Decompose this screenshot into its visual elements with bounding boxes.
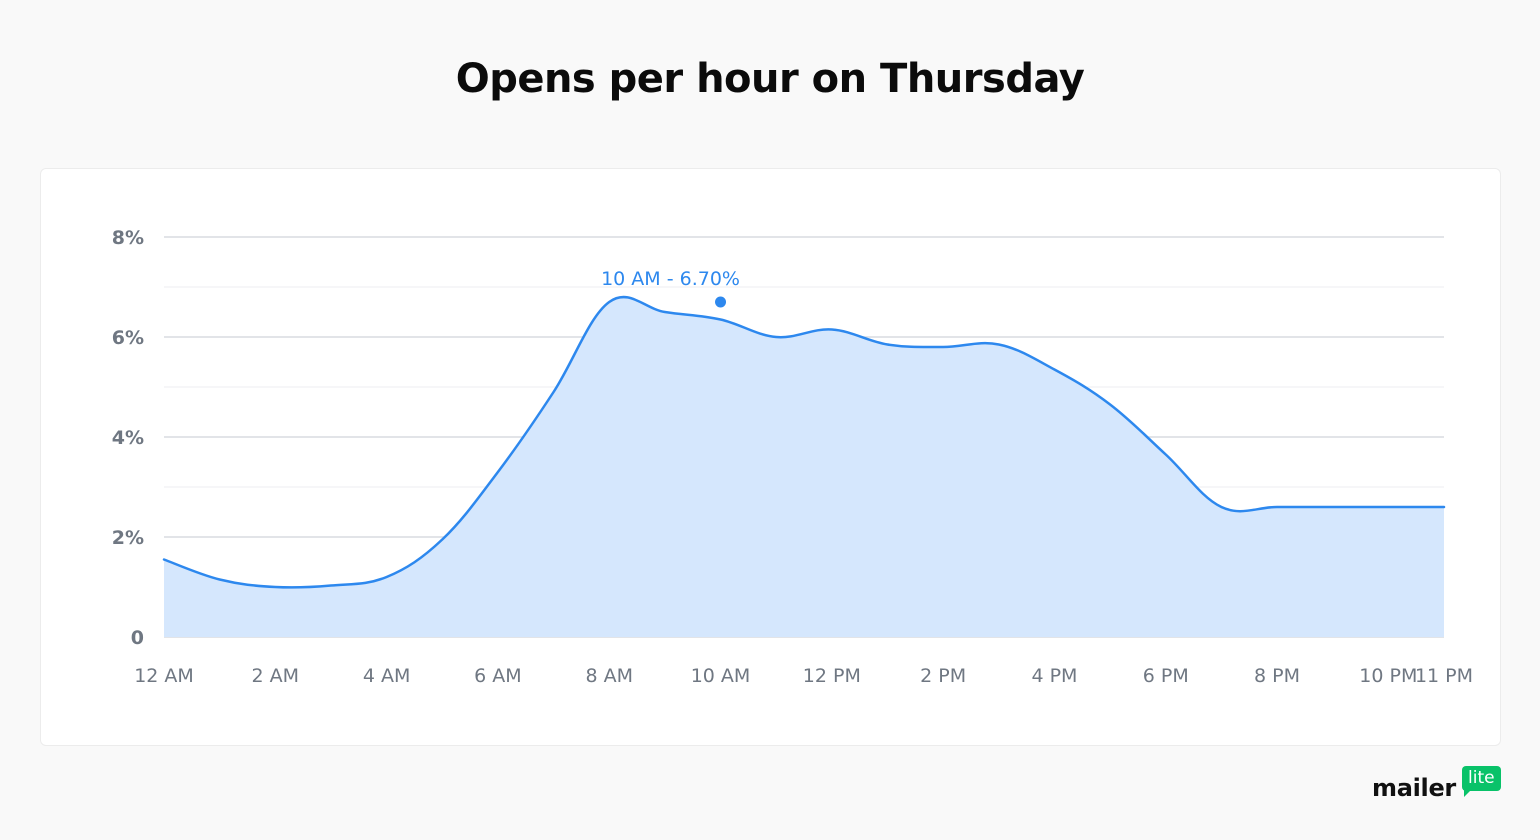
page-title: Opens per hour on Thursday (455, 56, 1085, 102)
x-tick-label: 2 AM (252, 665, 300, 687)
x-tick-label: 8 AM (585, 665, 633, 687)
y-tick-label: 0 (131, 627, 144, 649)
x-tick-label: 10 PM (1359, 665, 1417, 687)
y-axis-ticks: 0 2% 4% 6% 8% (112, 227, 144, 649)
x-tick-label: 4 PM (1031, 665, 1077, 687)
series-area-fill (164, 297, 1444, 637)
brand-badge-tail (1464, 788, 1473, 797)
x-tick-label: 11 PM (1415, 665, 1473, 687)
peak-marker (715, 296, 727, 308)
y-tick-label: 2% (112, 527, 144, 549)
brand-badge: lite (1462, 766, 1501, 791)
y-tick-label: 6% (112, 327, 144, 349)
y-tick-label: 8% (112, 227, 144, 249)
x-tick-label: 8 PM (1254, 665, 1300, 687)
x-tick-label: 6 AM (474, 665, 522, 687)
x-tick-label: 12 PM (803, 665, 861, 687)
area-chart: 0 2% 4% 6% 8% 12 AM 2 AM 4 AM 6 AM 8 AM 10 AM 12 P… (112, 227, 1473, 687)
x-tick-label: 2 PM (920, 665, 966, 687)
x-axis-ticks: 12 AM 2 AM 4 AM 6 AM 8 AM 10 AM 12 PM 2 PM 4 PM 6… (134, 665, 1473, 687)
x-tick-label: 4 AM (363, 665, 411, 687)
peak-label: 10 AM - 6.70% (601, 268, 740, 290)
chart-card: 0 2% 4% 6% 8% 12 AM 2 AM 4 AM 6 AM 8 AM 10 AM 12 P… (40, 168, 1501, 746)
x-tick-label: 12 AM (134, 665, 194, 687)
mailerlite-logo: mailer lite (1372, 766, 1502, 806)
x-tick-label: 10 AM (691, 665, 751, 687)
y-tick-label: 4% (112, 427, 144, 449)
x-tick-label: 6 PM (1143, 665, 1189, 687)
series-line (162, 295, 1446, 589)
annotation-layer: 10 AM - 6.70% (601, 268, 740, 308)
brand-name: mailer (1372, 774, 1456, 802)
area-layer (162, 295, 1446, 637)
